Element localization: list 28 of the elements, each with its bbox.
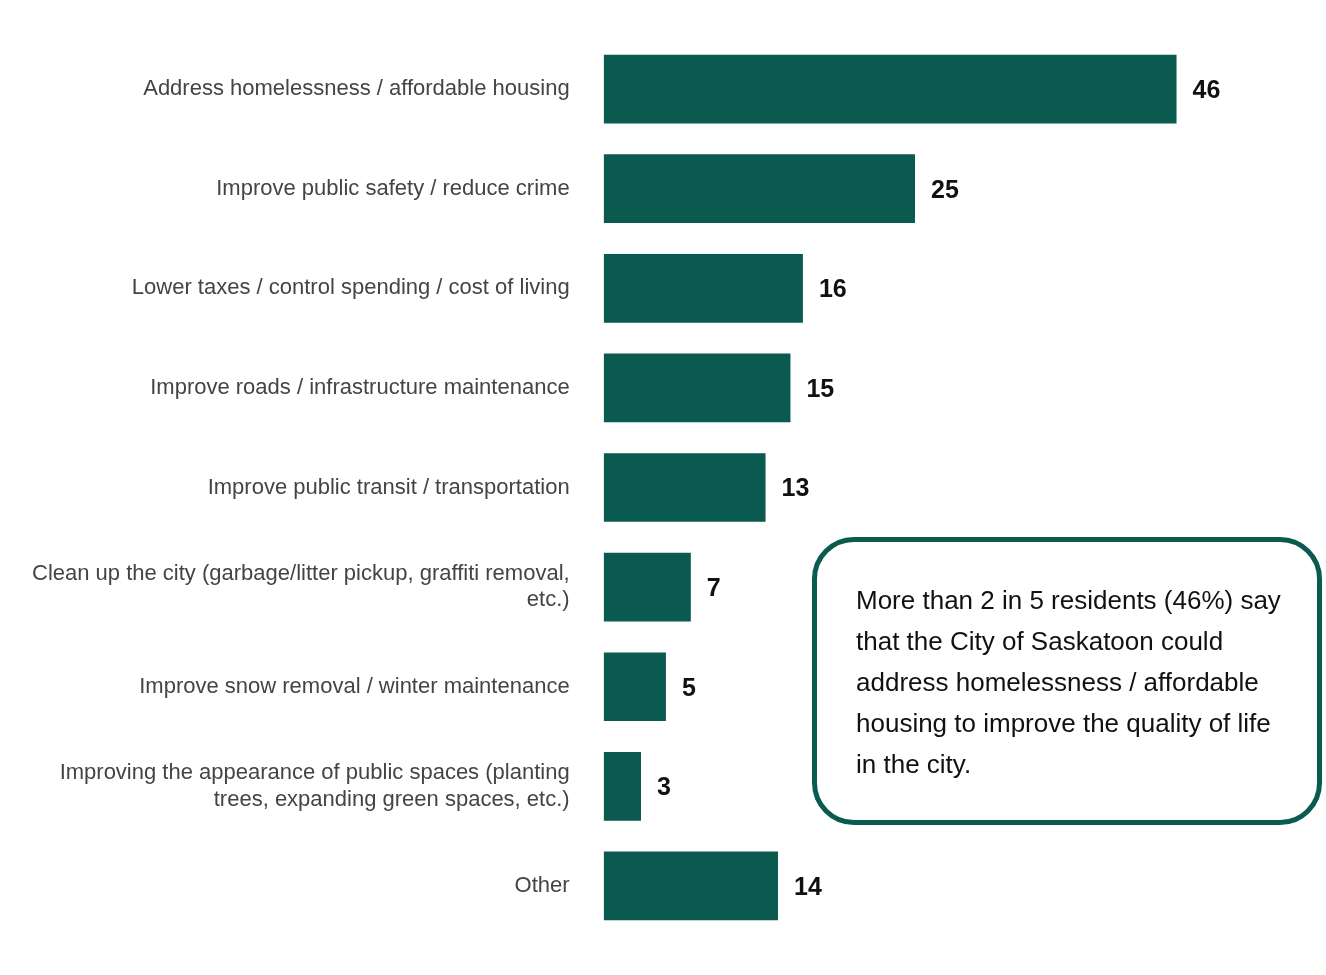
data-label: 5 <box>681 672 696 701</box>
bar <box>603 154 915 223</box>
data-label: 14 <box>794 871 822 900</box>
bar <box>603 253 803 323</box>
bar <box>603 353 791 423</box>
y-tick-label: Improve public safety / reduce crime <box>216 174 570 200</box>
y-tick-label: Improve snow removal / winter maintenance <box>139 672 570 698</box>
y-tick-label: Lower taxes / control spending / cost of living <box>131 274 570 300</box>
data-label: 25 <box>931 174 959 203</box>
bar <box>603 652 666 722</box>
y-tick-label: Other <box>514 872 570 898</box>
y-tick-label: Improve roads / infrastructure maintenance <box>150 373 570 399</box>
data-label: 13 <box>781 473 810 502</box>
y-tick-label: Improving the appearance of public spaces (planting trees, expanding green spaces, etc.) <box>59 759 570 811</box>
y-tick-label: Address homelessness / affordable housing <box>143 75 570 101</box>
data-label: 16 <box>818 274 847 303</box>
data-label: 3 <box>657 772 671 801</box>
data-label: 46 <box>1192 74 1221 103</box>
data-label: 7 <box>706 573 721 602</box>
bar <box>603 752 641 821</box>
bar <box>603 851 778 921</box>
y-tick-label: Clean up the city (garbage/litter pickup, graffiti removal, etc.) <box>32 559 570 612</box>
annotation: More than 2 in 5 residents (46%) say that the City of Saskatoon could address homelessness / affordable housing to improve the quality of life in the city. <box>856 584 1282 781</box>
bar <box>603 552 691 622</box>
bar <box>603 453 766 522</box>
data-label: 15 <box>806 373 835 402</box>
bar <box>603 54 1177 124</box>
y-tick-label: Improve public transit / transportation <box>207 473 570 499</box>
